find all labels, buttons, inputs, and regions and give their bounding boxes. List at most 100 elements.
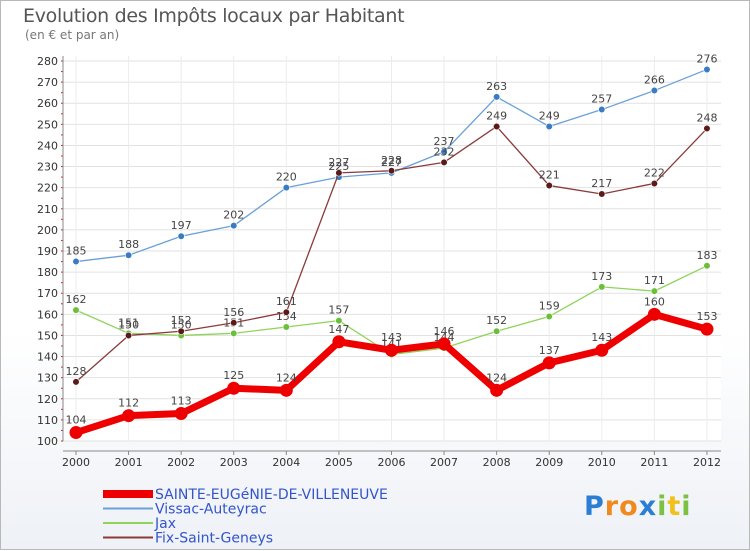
data-point: [72, 378, 80, 386]
data-point: [387, 167, 396, 175]
data-point: [174, 407, 188, 421]
data-label: 152: [171, 314, 192, 327]
chart-title: Evolution des Impôts locaux par Habitant: [23, 5, 405, 27]
data-point: [440, 158, 448, 166]
y-tick-label: 190: [37, 245, 58, 258]
logo-letter: i: [681, 491, 692, 522]
data-point: [332, 335, 346, 349]
data-label: 157: [328, 304, 349, 317]
data-label: 263: [486, 80, 507, 93]
data-label: 124: [486, 371, 507, 384]
data-label: 143: [591, 331, 612, 344]
data-point: [384, 343, 398, 357]
logo-letter: i: [657, 491, 668, 522]
data-label: 137: [539, 344, 560, 357]
legend-label: Fix-Saint-Geneys: [155, 531, 273, 547]
data-label: 150: [171, 318, 192, 331]
data-label: 152: [486, 314, 507, 327]
x-tick-label: 2008: [483, 456, 511, 469]
x-tick-label: 2001: [115, 456, 143, 469]
x-tick-label: 2007: [430, 456, 458, 469]
data-label: 150: [118, 318, 139, 331]
data-label: 222: [644, 166, 665, 179]
y-tick-label: 270: [37, 76, 58, 89]
data-label: 143: [381, 331, 402, 344]
y-tick-label: 230: [37, 161, 58, 174]
data-point: [72, 257, 80, 266]
data-label: 220: [276, 171, 297, 184]
data-label: 112: [118, 397, 139, 410]
data-label: 197: [171, 219, 192, 232]
plot-area: [63, 56, 721, 441]
data-point: [124, 331, 133, 340]
legend-label: Jax: [154, 516, 176, 532]
data-point: [122, 409, 136, 423]
data-point: [650, 179, 658, 188]
y-tick-label: 170: [37, 287, 58, 300]
data-point: [177, 327, 185, 335]
data-point: [650, 86, 658, 95]
data-point: [493, 327, 501, 335]
x-tick-label: 2012: [693, 456, 721, 469]
data-label: 248: [696, 112, 717, 125]
y-tick-label: 180: [37, 266, 58, 279]
data-point: [177, 232, 185, 240]
data-point: [230, 329, 238, 337]
logo-letter: t: [667, 491, 682, 522]
data-point: [595, 343, 609, 357]
data-label: 171: [644, 274, 665, 287]
data-point: [335, 317, 343, 325]
y-tick-label: 220: [37, 182, 58, 195]
y-tick-label: 100: [37, 435, 58, 448]
data-label: 183: [696, 249, 717, 262]
data-label: 162: [66, 293, 87, 306]
x-tick-label: 2005: [325, 456, 353, 469]
data-point: [282, 323, 290, 331]
y-tick-label: 240: [37, 139, 58, 152]
data-label: 202: [223, 209, 244, 222]
y-tick-label: 150: [37, 329, 58, 342]
proxiti-logo: Proxiti: [584, 491, 692, 522]
data-point: [493, 93, 501, 101]
data-point: [230, 319, 238, 327]
data-point: [700, 322, 714, 336]
data-point: [335, 169, 343, 177]
data-point: [490, 383, 504, 397]
data-label: 228: [381, 154, 402, 167]
data-point: [598, 105, 606, 114]
x-tick-label: 2002: [167, 456, 195, 469]
data-point: [545, 312, 553, 321]
data-label: 257: [591, 93, 612, 106]
data-label: 151: [118, 316, 139, 329]
y-tick-label: 250: [37, 118, 58, 131]
data-point: [440, 148, 448, 156]
data-point: [703, 65, 711, 74]
data-point: [647, 307, 661, 321]
data-point: [545, 122, 553, 131]
data-label: 160: [644, 295, 665, 308]
data-label: 188: [118, 238, 139, 251]
y-tick-label: 120: [37, 393, 58, 406]
x-tick-label: 2000: [62, 456, 90, 469]
data-label: 249: [539, 109, 560, 122]
logo-letter: o: [619, 491, 639, 522]
data-label: 225: [328, 160, 349, 173]
data-point: [227, 381, 241, 395]
data-label: 249: [486, 109, 507, 122]
y-tick-label: 260: [37, 97, 58, 110]
x-tick-label: 2010: [588, 456, 616, 469]
data-point: [650, 287, 658, 295]
data-label: 266: [644, 74, 665, 87]
data-label: 128: [66, 365, 87, 378]
legend-label: Vissac-Auteyrac: [155, 502, 267, 518]
data-point: [437, 337, 451, 351]
y-tick-label: 140: [37, 351, 58, 364]
x-tick-label: 2003: [220, 456, 248, 469]
logo-letter: r: [604, 491, 620, 522]
y-tick-label: 200: [37, 224, 58, 237]
logo-letter: x: [638, 491, 658, 522]
data-point: [545, 181, 553, 190]
data-point: [493, 122, 501, 131]
